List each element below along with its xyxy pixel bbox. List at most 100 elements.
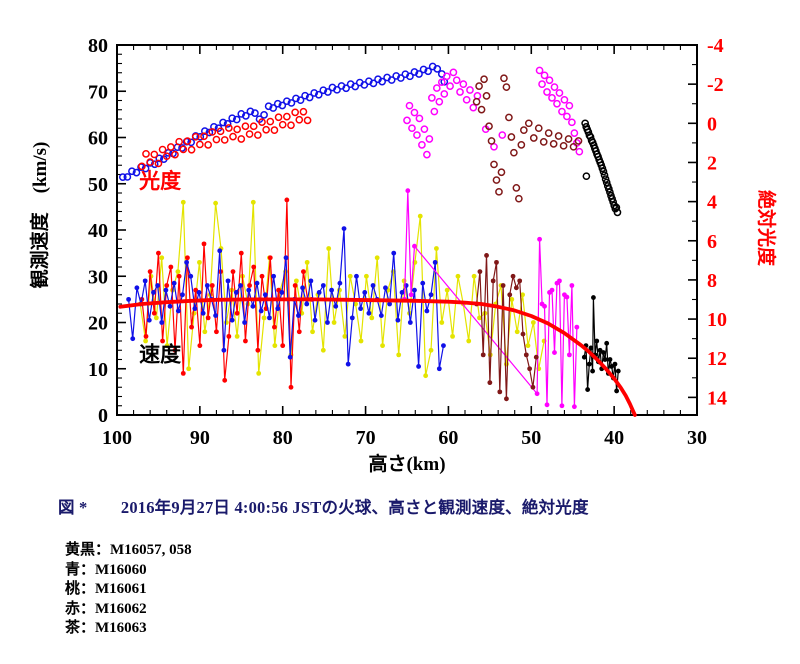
series-point-lum_red [200,132,208,141]
series-point-lum_magenta [560,95,569,104]
y-left-tick-label: 0 [98,405,108,427]
series-point-vel_blue [258,308,264,314]
series-point-lum_black [599,167,608,176]
series-point-lum_brown [497,168,506,177]
series-point-lum_brown [512,184,521,192]
y-right-tick-label: 14 [707,387,727,409]
series-point-lum_magenta [403,116,411,125]
series-point-vel_yellow [455,273,461,279]
series-point-lum_magenta [425,135,434,143]
series-point-lum_brown [505,113,513,122]
series-point-vel_blue [283,255,289,261]
series-point-vel_blue [126,296,131,302]
series-point-lum_blue [118,173,127,181]
series-point-lum_magenta [459,80,468,89]
series-point-vel_brown [533,354,539,360]
series-point-lum_red [241,122,250,131]
series-point-lum_magenta [430,107,439,116]
series-line-fit_curve [118,297,637,417]
series-point-vel_yellow [331,320,337,325]
series-point-vel_blue [130,336,136,342]
series-point-vel_magenta [557,278,562,284]
series-point-vel_yellow [520,292,525,298]
series-point-vel_yellow [310,329,315,335]
series-point-vel_yellow [153,315,159,321]
series-point-lum_magenta [462,95,471,104]
series-point-lum_blue [360,81,369,89]
series-point-lum_magenta [435,97,444,106]
series-point-lum_magenta [575,147,584,156]
series-point-vel_black [591,295,596,300]
series-point-lum_blue [200,127,209,135]
annotation-光度: 光度 [138,169,181,193]
series-point-lum_brown [529,134,538,142]
series-point-lum_blue [264,102,273,111]
series-point-vel_blue [383,285,388,291]
series-point-vel_yellow [293,278,299,284]
series-point-vel_brown [517,278,523,284]
series-point-vel_yellow [477,315,482,321]
series-point-lum_magenta [423,150,431,159]
series-point-vel_yellow [396,352,402,358]
series-point-lum_red [154,159,163,168]
series-point-vel_brown [484,253,489,258]
annotation-速度: 速度 [139,342,181,366]
series-line-vel_red [141,199,313,388]
series-point-lum_brown [495,187,503,196]
series-point-vel_yellow [530,320,536,325]
series-point-vel_blue [362,290,368,295]
x-tick-label: 80 [273,427,293,449]
series-point-vel_blue [134,285,140,291]
series-point-lum_red [142,149,150,158]
series-point-vel_red [251,264,257,270]
series-point-vel_blue [424,308,430,314]
series-point-lum_blue [232,115,241,124]
y-left-tick-label: 20 [88,313,108,335]
series-point-lum_brown [492,176,501,184]
series-point-vel_black [585,387,591,392]
series-point-vel_blue [428,292,434,298]
series-point-lum_red [179,145,188,154]
series-point-vel_red [180,370,186,376]
series-point-vel_red [292,283,298,288]
series-point-vel_blue [267,315,272,321]
series-point-vel_magenta [544,402,550,408]
series-point-lum_magenta [452,76,461,85]
series-point-lum_blue [223,120,232,128]
series-point-lum_blue [387,76,396,84]
series-point-vel_blue [370,283,376,288]
series-point-vel_black [612,361,618,367]
series-point-lum_magenta [449,68,458,77]
series-point-vel_blue [366,310,372,316]
series-point-lum_red [175,137,183,146]
series-point-vel_yellow [175,269,181,275]
series-point-vel_red [243,338,248,344]
series-point-lum_black [582,172,591,181]
x-tick-label: 50 [521,427,541,449]
series-point-vel_blue [242,320,248,325]
y-left-axis-title: 観測速度 (km/s) [28,142,51,289]
series-point-lum_magenta [553,99,561,108]
y-right-tick-label: -2 [707,74,724,96]
series-point-vel_brown [497,389,503,395]
series-point-lum_red [291,108,299,117]
series-point-vel_yellow [364,273,369,279]
series-point-lum_black [601,175,610,183]
series-point-lum_blue [246,107,255,116]
series-point-vel_brown [487,380,493,386]
series-point-lum_magenta [442,72,451,81]
series-point-lum_blue [283,97,291,106]
series-point-lum_red [266,117,275,126]
series-point-vel_yellow [213,200,219,206]
series-point-lum_magenta [418,140,426,149]
series-point-vel_red [172,347,178,353]
series-point-lum_red [162,152,171,161]
series-point-vel_red [230,269,236,275]
series-point-vel_blue [416,364,421,369]
y-left-tick-label: 80 [88,35,108,57]
legend-item-red: 赤：M16062 [65,600,147,617]
series-point-vel_blue [217,248,223,254]
series-point-vel_red [226,333,232,339]
series-point-lum_magenta [545,76,554,85]
series-point-lum_blue [342,84,350,93]
